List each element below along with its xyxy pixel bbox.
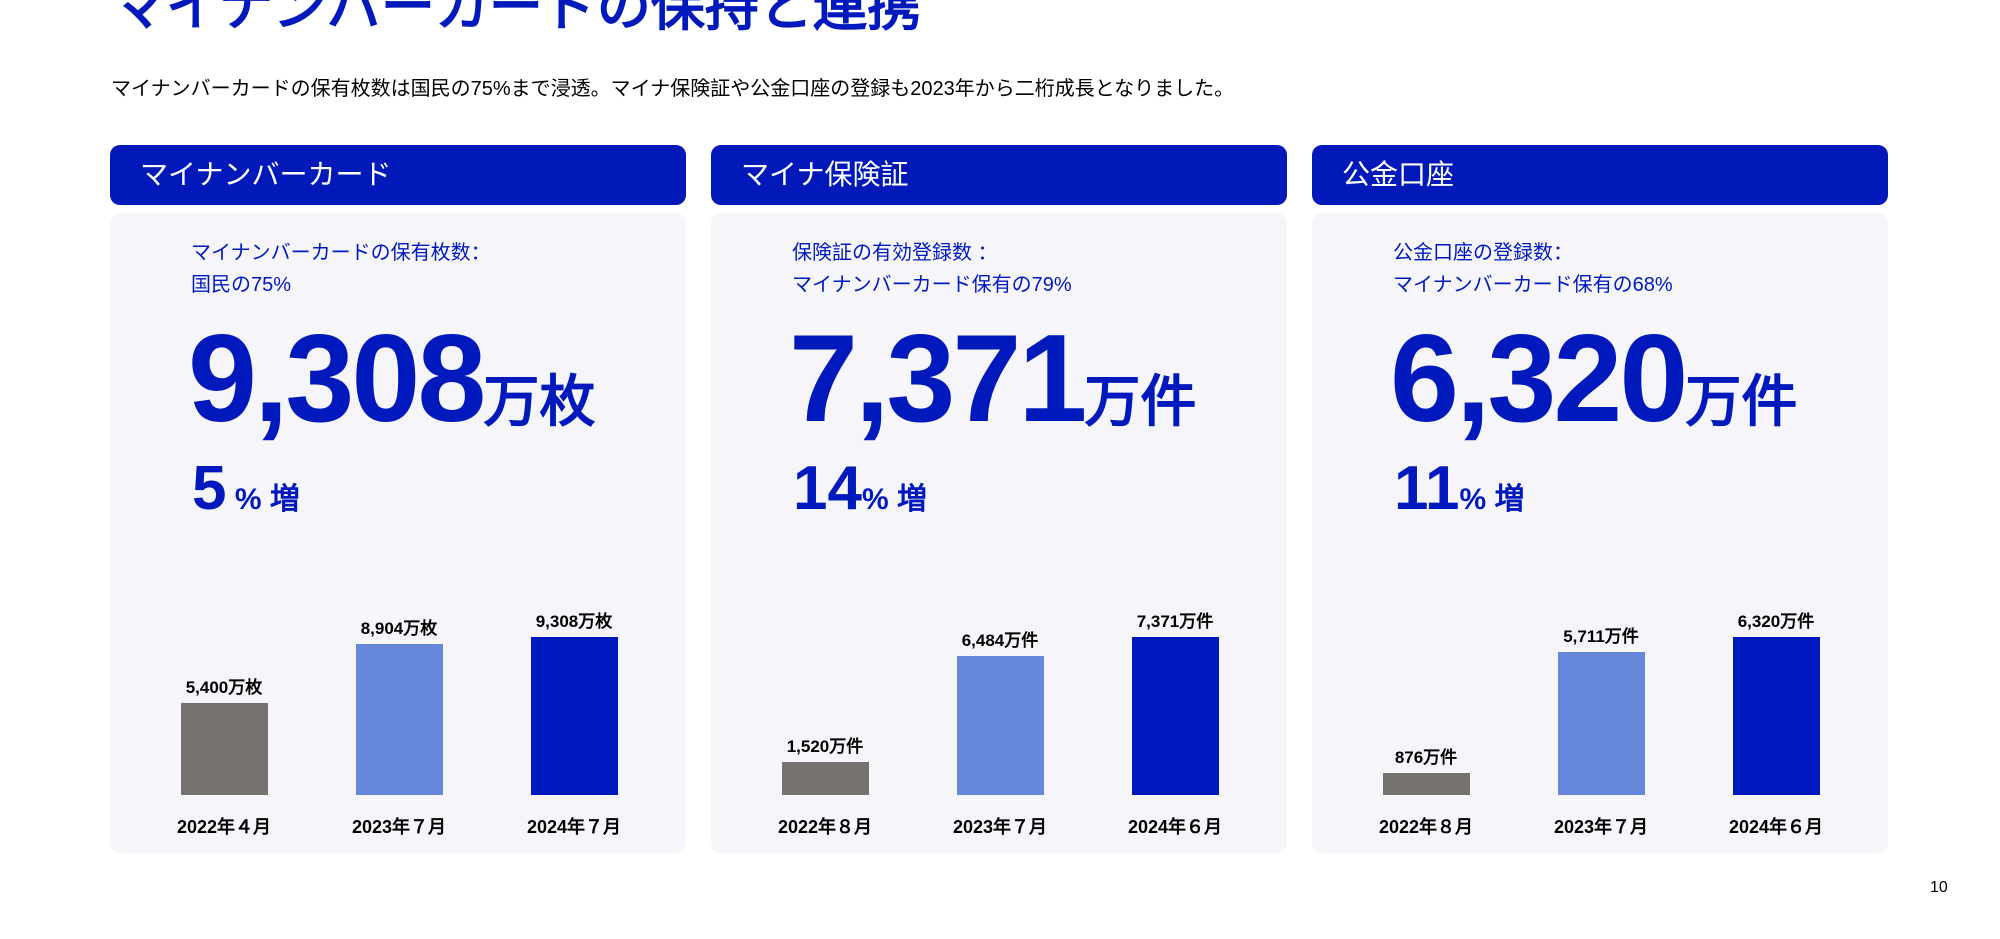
bar-value-label: 8,904万枚: [360, 618, 438, 638]
bar: [1382, 773, 1470, 795]
bar-value-label: 876万件: [1394, 748, 1458, 768]
bar-value-label: 5,711万件: [1563, 627, 1639, 647]
growth-figure: 11% 増: [1394, 453, 1525, 524]
description-line-2: 国民の75%: [191, 274, 292, 296]
bar: [1732, 637, 1820, 795]
x-axis-label: 2022年４月: [176, 817, 272, 837]
x-axis-label: 2023年７月: [1553, 817, 1649, 837]
headline-unit: 万件: [1685, 370, 1798, 433]
bar: [180, 703, 268, 795]
headline-number: 9,308: [188, 310, 486, 448]
bar: [355, 643, 443, 795]
panel-body: 保険証の有効登録数 ： マイナンバーカード保有の79% 7,371万件 14% …: [711, 213, 1287, 853]
bar-value-label: 6,320万件: [1737, 612, 1815, 631]
panel-header: マイナンバーカード: [110, 145, 686, 205]
description-line-2: マイナンバーカード保有の79%: [792, 274, 1072, 296]
headline-figure: 7,371万件: [789, 308, 1196, 450]
panel-description: 保険証の有効登録数 ： マイナンバーカード保有の79%: [792, 237, 1072, 301]
panel-header: 公金口座: [1312, 145, 1888, 205]
bar: [1131, 637, 1219, 795]
description-line-1: 公金口座の登録数：: [1393, 242, 1573, 264]
x-axis-label: 2023年７月: [351, 817, 447, 837]
bar: [781, 762, 869, 795]
bar: [956, 656, 1044, 795]
x-axis-label: 2023年７月: [952, 817, 1048, 837]
panel-body: マイナンバーカードの保有枚数： 国民の75% 9,308万枚 5 % 増 5,4…: [110, 213, 686, 853]
bar-value-label: 5,400万枚: [185, 678, 263, 698]
growth-number: 14: [793, 454, 862, 523]
panel-description: 公金口座の登録数： マイナンバーカード保有の68%: [1393, 237, 1673, 301]
description-line-1: 保険証の有効登録数 ：: [792, 242, 998, 264]
growth-figure: 5 % 増: [192, 453, 300, 524]
page-number: 10: [1930, 879, 1948, 896]
growth-unit: % 増: [226, 483, 300, 516]
panel-public-account: 公金口座 公金口座の登録数： マイナンバーカード保有の68% 6,320万件 1…: [1312, 145, 1888, 853]
x-axis-label: 2022年８月: [777, 817, 873, 837]
headline-number: 6,320: [1390, 310, 1688, 448]
page-title: マイナンバーカードの保持と連携: [112, 0, 921, 37]
bar-value-label: 6,484万件: [961, 631, 1039, 650]
growth-figure: 14% 増: [793, 453, 927, 524]
x-axis-label: 2024年６月: [1728, 817, 1824, 837]
bar: [530, 637, 618, 795]
x-axis-label: 2022年８月: [1378, 817, 1474, 837]
panel-description: マイナンバーカードの保有枚数： 国民の75%: [191, 237, 491, 301]
bar-value-label: 7,371万件: [1136, 612, 1214, 631]
lead-text: マイナンバーカードの保有枚数は国民の75%まで浸透。マイナ保険証や公金口座の登録…: [111, 78, 1235, 100]
bar-value-label: 9,308万枚: [535, 612, 613, 631]
headline-number: 7,371: [789, 310, 1087, 448]
x-axis-label: 2024年６月: [1127, 817, 1223, 837]
headline-figure: 6,320万件: [1390, 308, 1797, 450]
description-line-2: マイナンバーカード保有の68%: [1393, 274, 1673, 296]
headline-unit: 万枚: [483, 370, 596, 433]
panel-my-na-insurance: マイナ保険証 保険証の有効登録数 ： マイナンバーカード保有の79% 7,371…: [711, 145, 1287, 853]
bar: [1557, 652, 1645, 795]
description-line-1: マイナンバーカードの保有枚数：: [191, 242, 491, 264]
bar-value-label: 1,520万件: [786, 737, 864, 757]
growth-number: 11: [1394, 454, 1460, 523]
growth-unit: % 増: [861, 483, 927, 516]
headline-figure: 9,308万枚: [188, 308, 595, 450]
growth-number: 5: [192, 454, 227, 523]
growth-unit: % 増: [1459, 483, 1525, 516]
headline-unit: 万件: [1084, 370, 1197, 433]
x-axis-label: 2024年７月: [526, 817, 622, 837]
panel-header: マイナ保険証: [711, 145, 1287, 205]
panel-body: 公金口座の登録数： マイナンバーカード保有の68% 6,320万件 11% 増 …: [1312, 213, 1888, 853]
panel-my-number-card: マイナンバーカード マイナンバーカードの保有枚数： 国民の75% 9,308万枚…: [110, 145, 686, 853]
